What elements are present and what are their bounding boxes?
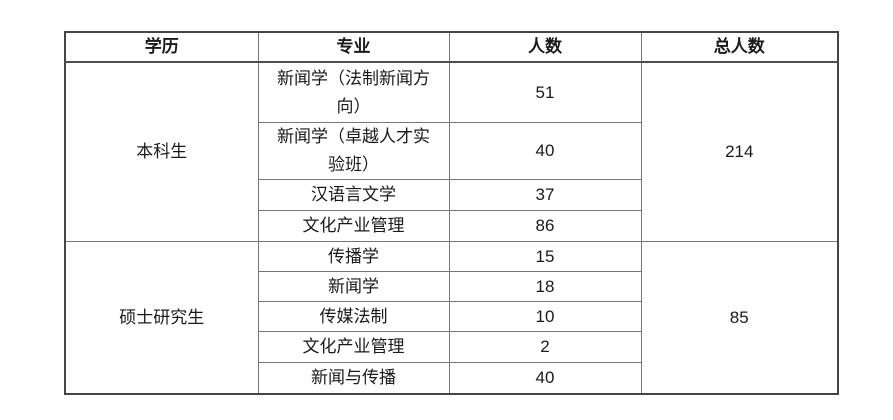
- major-cell: 传播学: [257, 241, 450, 272]
- major-cell: 传媒法制: [257, 301, 450, 332]
- count-cell: 40: [448, 122, 642, 180]
- major-cell: 新闻学（卓越人才实验班）: [257, 122, 450, 180]
- total-cell-undergraduate: 214: [640, 61, 839, 242]
- table-row: 新闻学（卓越人才实验班） 40: [65, 122, 838, 180]
- total-cell-graduate: 85: [640, 241, 839, 395]
- table-row: 本科生 新闻学（法制新闻方向） 51 214: [64, 61, 839, 242]
- table-container: 学历 专业 人数 总人数 本科生 新闻学（法制新闻方向） 51 214 新闻学（…: [64, 31, 839, 395]
- count-cell: 40: [448, 362, 642, 395]
- count-cell: 2: [448, 331, 642, 363]
- header-count: 人数: [448, 31, 642, 63]
- table-row: 新闻学 18: [65, 271, 838, 302]
- header-total: 总人数: [640, 31, 839, 63]
- enrollment-table: 学历 专业 人数 总人数 本科生 新闻学（法制新闻方向） 51 214 新闻学（…: [64, 31, 839, 395]
- table-row: 硕士研究生 传播学 15 85: [64, 241, 839, 395]
- count-cell: 18: [448, 271, 642, 302]
- major-cell: 新闻学（法制新闻方向）: [257, 61, 450, 123]
- education-cell-undergraduate: 本科生: [64, 61, 259, 242]
- major-cell: 汉语言文学: [257, 179, 450, 211]
- count-cell: 37: [448, 179, 642, 211]
- major-cell: 文化产业管理: [257, 210, 450, 242]
- count-cell: 15: [448, 241, 642, 272]
- education-cell-graduate: 硕士研究生: [64, 241, 259, 395]
- major-cell: 新闻与传播: [257, 362, 450, 395]
- major-cell: 文化产业管理: [257, 331, 450, 363]
- count-cell: 51: [448, 61, 642, 123]
- table-row: 文化产业管理 86: [65, 210, 838, 242]
- header-education: 学历: [64, 31, 259, 63]
- table-row: 文化产业管理 2: [65, 331, 838, 363]
- header-row: 学历 专业 人数 总人数: [64, 31, 839, 63]
- major-cell: 新闻学: [257, 271, 450, 302]
- header-major: 专业: [257, 31, 450, 63]
- table-row: 汉语言文学 37: [65, 179, 838, 211]
- count-cell: 10: [448, 301, 642, 332]
- count-cell: 86: [448, 210, 642, 242]
- table-row: 新闻与传播 40: [65, 362, 838, 395]
